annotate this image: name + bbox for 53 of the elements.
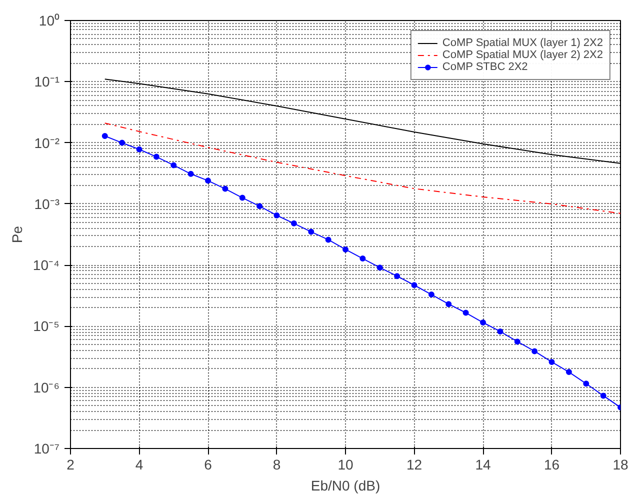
x-tick-label: 14: [475, 456, 491, 472]
point: [376, 264, 383, 271]
point: [274, 212, 280, 218]
y-tick-label: 10⁻⁵: [33, 318, 60, 334]
point: [360, 256, 366, 262]
x-axis-title: Eb/N0 (dB): [310, 478, 380, 494]
point: [170, 162, 177, 168]
point: [342, 246, 348, 252]
point: [480, 320, 486, 326]
point: [325, 236, 332, 243]
point: [600, 392, 606, 399]
legend-label: CoMP Spatial MUX (layer 2) 2X2: [442, 49, 603, 61]
point: [497, 328, 504, 334]
point: [153, 154, 160, 160]
y-tick-label: 10⁻²: [34, 134, 60, 151]
legend-label: CoMP Spatial MUX (layer 1) 2X2: [442, 37, 603, 49]
point: [205, 178, 211, 184]
y-tick-label: 10⁻⁴: [32, 257, 60, 274]
x-tick-label: 4: [135, 456, 144, 472]
point: [290, 220, 297, 226]
point: [136, 146, 142, 152]
y-tick-label: 10⁻¹: [34, 74, 60, 90]
point: [446, 301, 452, 308]
point: [514, 338, 520, 345]
y-tick-label: 10⁰: [38, 12, 60, 28]
y-axis-title: Pe: [8, 226, 25, 244]
y-tick-label: 10⁻⁶: [33, 379, 60, 396]
x-tick-label: 12: [406, 456, 422, 472]
x-tick-label: 2: [66, 456, 75, 472]
x-tick-label: 10: [338, 456, 354, 472]
point: [428, 292, 434, 298]
x-tick-label: 6: [204, 456, 212, 472]
point: [102, 133, 108, 140]
point: [532, 348, 538, 354]
point: [462, 310, 469, 316]
point: [583, 380, 590, 387]
point: [548, 358, 555, 365]
point: [411, 282, 418, 288]
x-tick-label: 18: [612, 456, 628, 472]
point: [256, 203, 263, 210]
line-series: [104, 122, 620, 214]
point: [308, 228, 314, 235]
y-tick-label: 10⁻⁷: [34, 440, 60, 456]
y-tick-label: 10⁻³: [34, 196, 60, 212]
point: [222, 186, 228, 192]
point: [188, 170, 194, 177]
point: [394, 273, 400, 280]
legend-label: CoMP STBC 2X2: [442, 61, 528, 73]
point: [566, 369, 572, 376]
point: [239, 194, 246, 201]
x-tick-label: 16: [544, 456, 560, 472]
point: [119, 140, 126, 146]
x-tick-label: 8: [272, 456, 281, 472]
